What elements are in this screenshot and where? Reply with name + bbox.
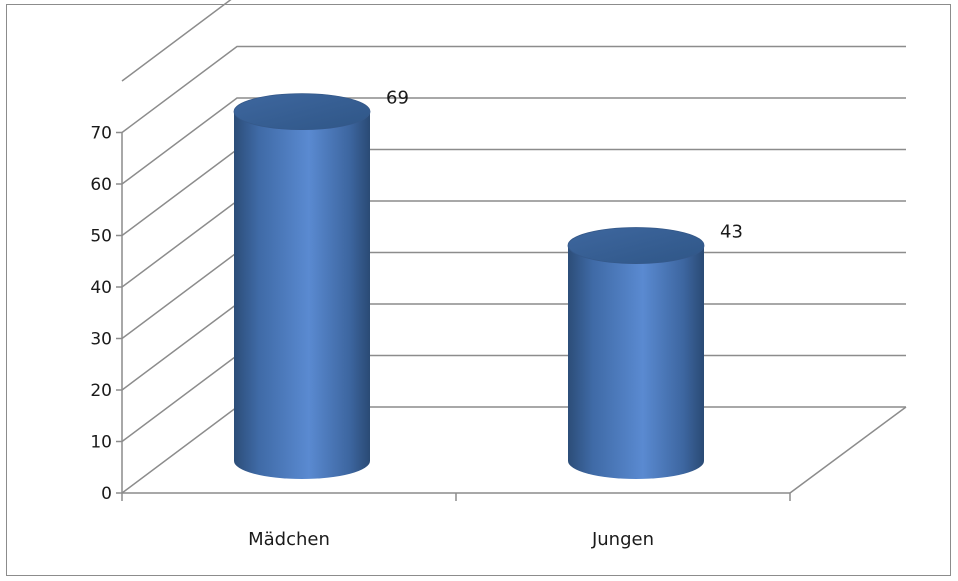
gridline: [121, 45, 906, 134]
bar-body: [568, 245, 704, 479]
floor-edge: [789, 406, 907, 494]
bar-top: [233, 93, 371, 131]
data-label: 43: [720, 222, 743, 243]
gridline: [121, 0, 232, 82]
y-tick-label: 50: [90, 227, 112, 247]
y-tick-label: 70: [90, 124, 112, 144]
bar: [567, 227, 705, 479]
y-tick-label: 30: [90, 330, 112, 350]
y-tick-label: 20: [90, 381, 112, 401]
gridline: [121, 97, 906, 185]
chart-frame: [6, 4, 951, 576]
x-category-label: Mädchen: [248, 529, 330, 550]
bar-body: [234, 111, 370, 480]
bar: [233, 93, 371, 480]
y-tick-label: 0: [101, 484, 112, 504]
x-category-label: Jungen: [591, 529, 654, 550]
y-tick-label: 40: [90, 278, 112, 298]
y-tick-label: 10: [90, 433, 112, 453]
y-tick-label: 60: [90, 175, 112, 195]
bar-top: [567, 227, 705, 264]
data-label: 69: [386, 88, 409, 109]
